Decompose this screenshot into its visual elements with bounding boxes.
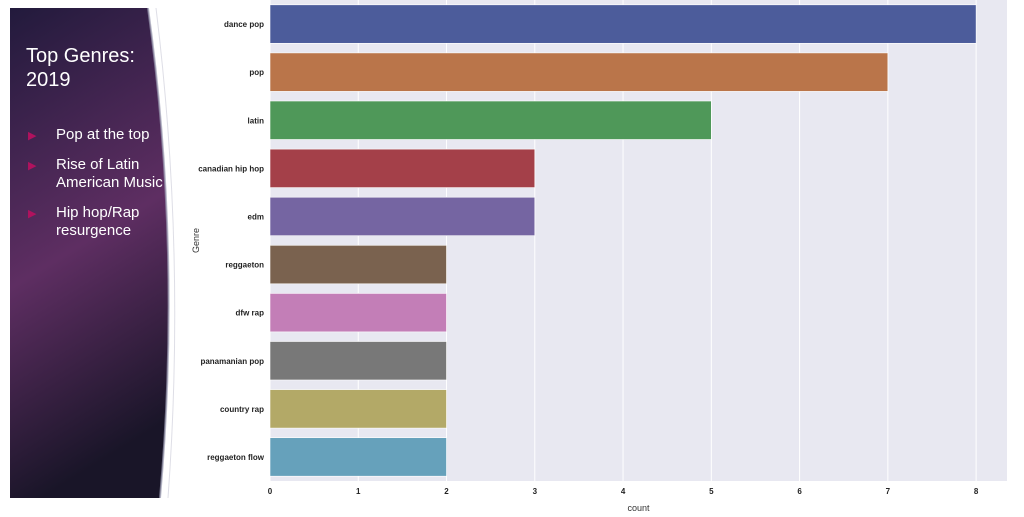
bullet-item: ▶ Rise of Latin American Music [26,156,166,193]
bar-latin [269,100,712,140]
y-axis-label: Genre [191,228,201,253]
bar-edm [269,196,536,236]
y-tick-label: canadian hip hop [198,164,264,173]
x-tick-label: 1 [356,487,361,496]
bar-reggaeton-flow [269,437,447,477]
bullet-text: Pop at the top [56,126,150,143]
triangle-bullet-icon: ▶ [28,159,37,172]
bar-panamanian-pop [269,341,447,381]
x-tick-label: 6 [797,487,802,496]
y-tick-label: edm [248,212,264,221]
bar-dfw-rap [269,293,447,333]
panel-background [10,8,176,498]
y-tick-label: latin [248,116,265,125]
genre-bar-chart: dance pop pop latin canadian hip hop edm regg… [191,0,1007,513]
y-tick-label: dance pop [224,20,264,29]
y-tick-labels: dance pop pop latin canadian hip hop edm regg… [198,20,265,462]
y-tick-label: country rap [220,405,264,414]
x-tick-label: 2 [444,487,449,496]
x-tick-label: 7 [886,487,891,496]
triangle-bullet-icon: ▶ [28,207,37,220]
bullet-item: ▶ Pop at the top [26,126,166,145]
bars [269,4,977,477]
triangle-bullet-icon: ▶ [28,130,37,142]
x-tick-label: 3 [533,487,538,496]
y-tick-label: dfw rap [236,309,265,318]
x-tick-labels: 0 1 2 3 4 5 6 7 8 [268,487,979,496]
title-panel: Top Genres: 2019 ▶ Pop at the top ▶ Rise o… [10,8,180,498]
bullet-list: ▶ Pop at the top ▶ Rise of Latin American … [26,126,166,252]
bar-dance-pop [269,4,977,44]
x-tick-label: 4 [621,487,626,496]
y-tick-label: reggaeton [225,261,264,270]
y-tick-label: panamanian pop [200,357,264,366]
bar-reggaeton [269,245,447,285]
bullet-text: Rise of Latin American Music [56,155,163,192]
bullet-item: ▶ Hip hop/Rap resurgence [26,204,166,241]
bar-pop [269,52,889,92]
x-tick-label: 5 [709,487,714,496]
x-tick-label: 0 [268,487,273,496]
bar-canadian-hip-hop [269,148,536,188]
bar-country-rap [269,389,447,429]
bullet-text: Hip hop/Rap resurgence [56,203,140,240]
x-tick-label: 8 [974,487,979,496]
y-tick-label: pop [249,68,264,77]
slide-title: Top Genres: 2019 [26,45,135,91]
y-tick-label: reggaeton flow [207,453,265,462]
x-axis-label: count [627,503,650,513]
